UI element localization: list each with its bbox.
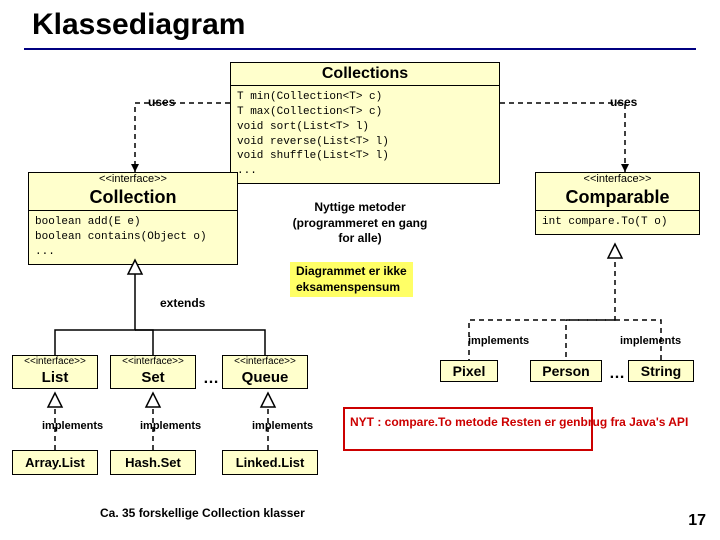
- hashset-name: Hash.Set: [111, 451, 195, 474]
- collection-name: Collection: [29, 185, 237, 210]
- note-red: NYT : compare.To metode Resten er genbru…: [350, 415, 688, 431]
- pixel-name: Pixel: [441, 361, 497, 381]
- person-name: Person: [531, 361, 601, 381]
- linkedlist-name: Linked.List: [223, 451, 317, 474]
- hashset-box: Hash.Set: [110, 450, 196, 475]
- implements-label-1: implements: [468, 335, 529, 347]
- comparable-name: Comparable: [536, 185, 699, 210]
- queue-stereotype: <<interface>>: [223, 356, 307, 367]
- extends-label: extends: [160, 296, 205, 310]
- collection-box: <<interface>> Collection boolean add(E e…: [28, 172, 238, 265]
- page-title: Klassediagram: [32, 8, 245, 42]
- set-name: Set: [111, 367, 195, 388]
- list-box: <<interface>> List: [12, 355, 98, 389]
- collection-stereotype: <<interface>>: [29, 173, 237, 185]
- set-stereotype: <<interface>>: [111, 356, 195, 367]
- dots-1: …: [203, 370, 219, 388]
- collections-body: T min(Collection<T> c) T max(Collection<…: [231, 86, 499, 183]
- implements-label-5: implements: [252, 420, 313, 432]
- person-box: Person: [530, 360, 602, 382]
- string-name: String: [629, 361, 693, 381]
- pixel-box: Pixel: [440, 360, 498, 382]
- comparable-body: int compare.To(T o): [536, 211, 699, 234]
- queue-box: <<interface>> Queue: [222, 355, 308, 389]
- collections-title: Collections: [231, 63, 499, 85]
- set-box: <<interface>> Set: [110, 355, 196, 389]
- list-stereotype: <<interface>>: [13, 356, 97, 367]
- list-name: List: [13, 367, 97, 388]
- page-number: 17: [688, 512, 706, 530]
- collection-body: boolean add(E e) boolean contains(Object…: [29, 211, 237, 264]
- comparable-stereotype: <<interface>>: [536, 173, 699, 185]
- linkedlist-box: Linked.List: [222, 450, 318, 475]
- implements-label-2: implements: [620, 335, 681, 347]
- comparable-box: <<interface>> Comparable int compare.To(…: [535, 172, 700, 235]
- queue-name: Queue: [223, 367, 307, 388]
- note-useful: Nyttige metoder (programmeret en gang fo…: [290, 200, 430, 247]
- dots-2: …: [609, 365, 625, 383]
- implements-label-4: implements: [140, 420, 201, 432]
- footer-text: Ca. 35 forskellige Collection klasser: [100, 506, 305, 520]
- arraylist-box: Array.List: [12, 450, 98, 475]
- note-exam: Diagrammet er ikke eksamenspensum: [290, 262, 413, 297]
- string-box: String: [628, 360, 694, 382]
- arraylist-name: Array.List: [13, 451, 97, 474]
- title-underline: [24, 48, 696, 50]
- collections-box: Collections T min(Collection<T> c) T max…: [230, 62, 500, 184]
- uses-left-label: uses: [148, 95, 175, 109]
- uses-right-label: uses: [610, 95, 637, 109]
- implements-label-3: implements: [42, 420, 103, 432]
